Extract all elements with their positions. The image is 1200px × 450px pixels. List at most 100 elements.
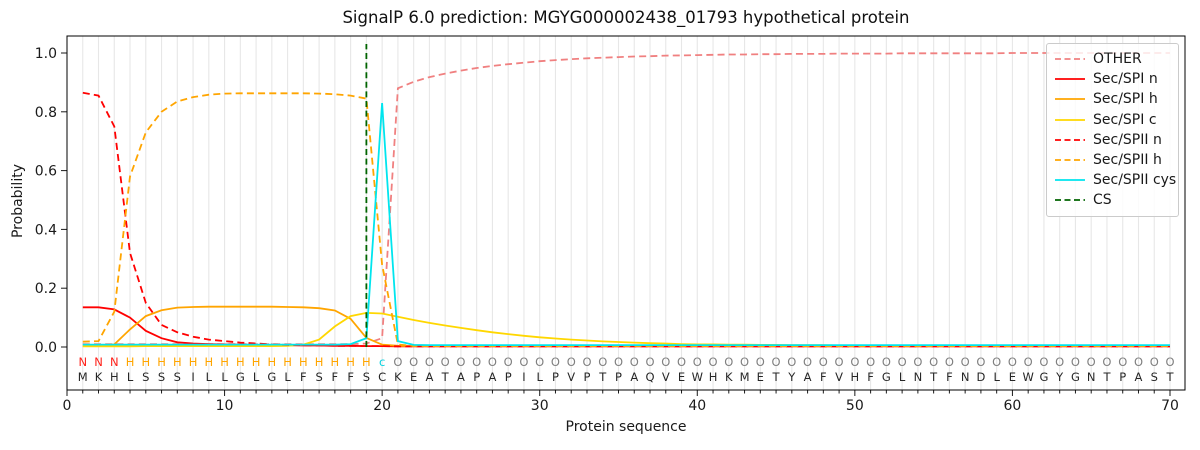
svg-text:O: O (1118, 355, 1127, 369)
legend-line-sample (1055, 138, 1085, 141)
svg-text:0.6: 0.6 (35, 164, 57, 180)
svg-text:30: 30 (531, 398, 549, 414)
svg-text:Y: Y (1055, 370, 1064, 384)
svg-text:V: V (662, 370, 670, 384)
svg-text:A: A (804, 370, 812, 384)
svg-text:F: F (347, 370, 354, 384)
svg-text:S: S (158, 370, 165, 384)
svg-text:T: T (598, 370, 607, 384)
svg-text:0.4: 0.4 (35, 222, 57, 238)
svg-text:O: O (961, 355, 970, 369)
svg-text:O: O (850, 355, 859, 369)
legend-item-sec-spii-cys: Sec/SPII cys (1047, 170, 1178, 190)
svg-text:I: I (522, 370, 525, 384)
svg-text:O: O (393, 355, 402, 369)
svg-text:H: H (110, 370, 119, 384)
svg-text:10: 10 (216, 398, 234, 414)
svg-text:O: O (724, 355, 733, 369)
legend-label: CS (1093, 192, 1112, 209)
legend-label: Sec/SPI n (1093, 71, 1158, 88)
svg-text:O: O (598, 355, 607, 369)
svg-text:O: O (677, 355, 686, 369)
svg-text:O: O (425, 355, 434, 369)
svg-text:H: H (709, 370, 718, 384)
svg-text:O: O (614, 355, 623, 369)
svg-text:O: O (803, 355, 812, 369)
svg-text:N: N (914, 370, 923, 384)
svg-text:T: T (1102, 370, 1111, 384)
svg-text:O: O (866, 355, 875, 369)
svg-text:H: H (141, 355, 150, 369)
svg-text:O: O (488, 355, 497, 369)
svg-text:V: V (567, 370, 575, 384)
svg-text:E: E (678, 370, 685, 384)
svg-text:K: K (95, 370, 103, 384)
svg-text:P: P (615, 370, 622, 384)
legend-line-sample (1055, 58, 1085, 60)
svg-text:O: O (409, 355, 418, 369)
svg-text:A: A (425, 370, 433, 384)
svg-text:P: P (473, 370, 480, 384)
svg-text:O: O (709, 355, 718, 369)
svg-text:L: L (127, 370, 134, 384)
x-axis-label: Protein sequence (565, 419, 687, 435)
series-sec-spi-c (82, 311, 1170, 348)
svg-text:W: W (692, 370, 703, 384)
svg-text:H: H (331, 355, 340, 369)
svg-text:0.0: 0.0 (35, 340, 57, 356)
legend: OTHER Sec/SPI n Sec/SPI h Sec/SPI c Sec/SPII… (1046, 43, 1179, 217)
svg-text:N: N (110, 355, 119, 369)
svg-text:O: O (913, 355, 922, 369)
svg-text:O: O (1008, 355, 1017, 369)
svg-text:A: A (630, 370, 638, 384)
svg-text:H: H (236, 355, 245, 369)
svg-text:50: 50 (846, 398, 864, 414)
svg-text:H: H (851, 370, 860, 384)
svg-text:O: O (1055, 355, 1064, 369)
svg-text:E: E (757, 370, 764, 384)
svg-text:0: 0 (63, 398, 72, 414)
svg-text:P: P (505, 370, 512, 384)
svg-text:G: G (1071, 370, 1080, 384)
series-sec-spi-h (82, 305, 1170, 348)
svg-text:H: H (189, 355, 198, 369)
svg-text:H: H (157, 355, 166, 369)
svg-text:M: M (78, 370, 88, 384)
legend-line-sample (1055, 118, 1085, 121)
svg-text:70: 70 (1161, 398, 1179, 414)
svg-text:60: 60 (1004, 398, 1022, 414)
svg-text:H: H (204, 355, 213, 369)
legend-line-sample (1055, 98, 1085, 101)
series-sec-spii-h (82, 92, 1170, 348)
svg-text:O: O (992, 355, 1001, 369)
svg-text:O: O (898, 355, 907, 369)
svg-text:O: O (582, 355, 591, 369)
legend-line-sample (1055, 199, 1085, 202)
svg-text:L: L (899, 370, 906, 384)
svg-text:H: H (283, 355, 292, 369)
legend-item-sec-spii-h: Sec/SPII h (1047, 150, 1178, 170)
svg-text:Y: Y (787, 370, 796, 384)
svg-text:T: T (1165, 370, 1174, 384)
series-sec-spi-n (82, 306, 1170, 348)
svg-text:S: S (1151, 370, 1158, 384)
tick-labels: 0 10 20 30 40 50 60 70 0.0 0.2 0.4 0.6 0.8 1.0 (35, 46, 1179, 414)
svg-text:A: A (457, 370, 465, 384)
axes-frame (66, 35, 1186, 391)
svg-text:A: A (489, 370, 497, 384)
svg-text:O: O (1150, 355, 1159, 369)
legend-item-sec-spi-c: Sec/SPI c (1047, 110, 1178, 130)
svg-text:O: O (740, 355, 749, 369)
svg-text:G: G (267, 370, 276, 384)
svg-text:S: S (174, 370, 181, 384)
svg-text:N: N (78, 355, 87, 369)
svg-text:O: O (819, 355, 828, 369)
svg-text:O: O (1039, 355, 1048, 369)
svg-text:O: O (1087, 355, 1096, 369)
svg-text:O: O (1165, 355, 1174, 369)
legend-label: Sec/SPI h (1093, 91, 1158, 108)
svg-text:L: L (206, 370, 213, 384)
